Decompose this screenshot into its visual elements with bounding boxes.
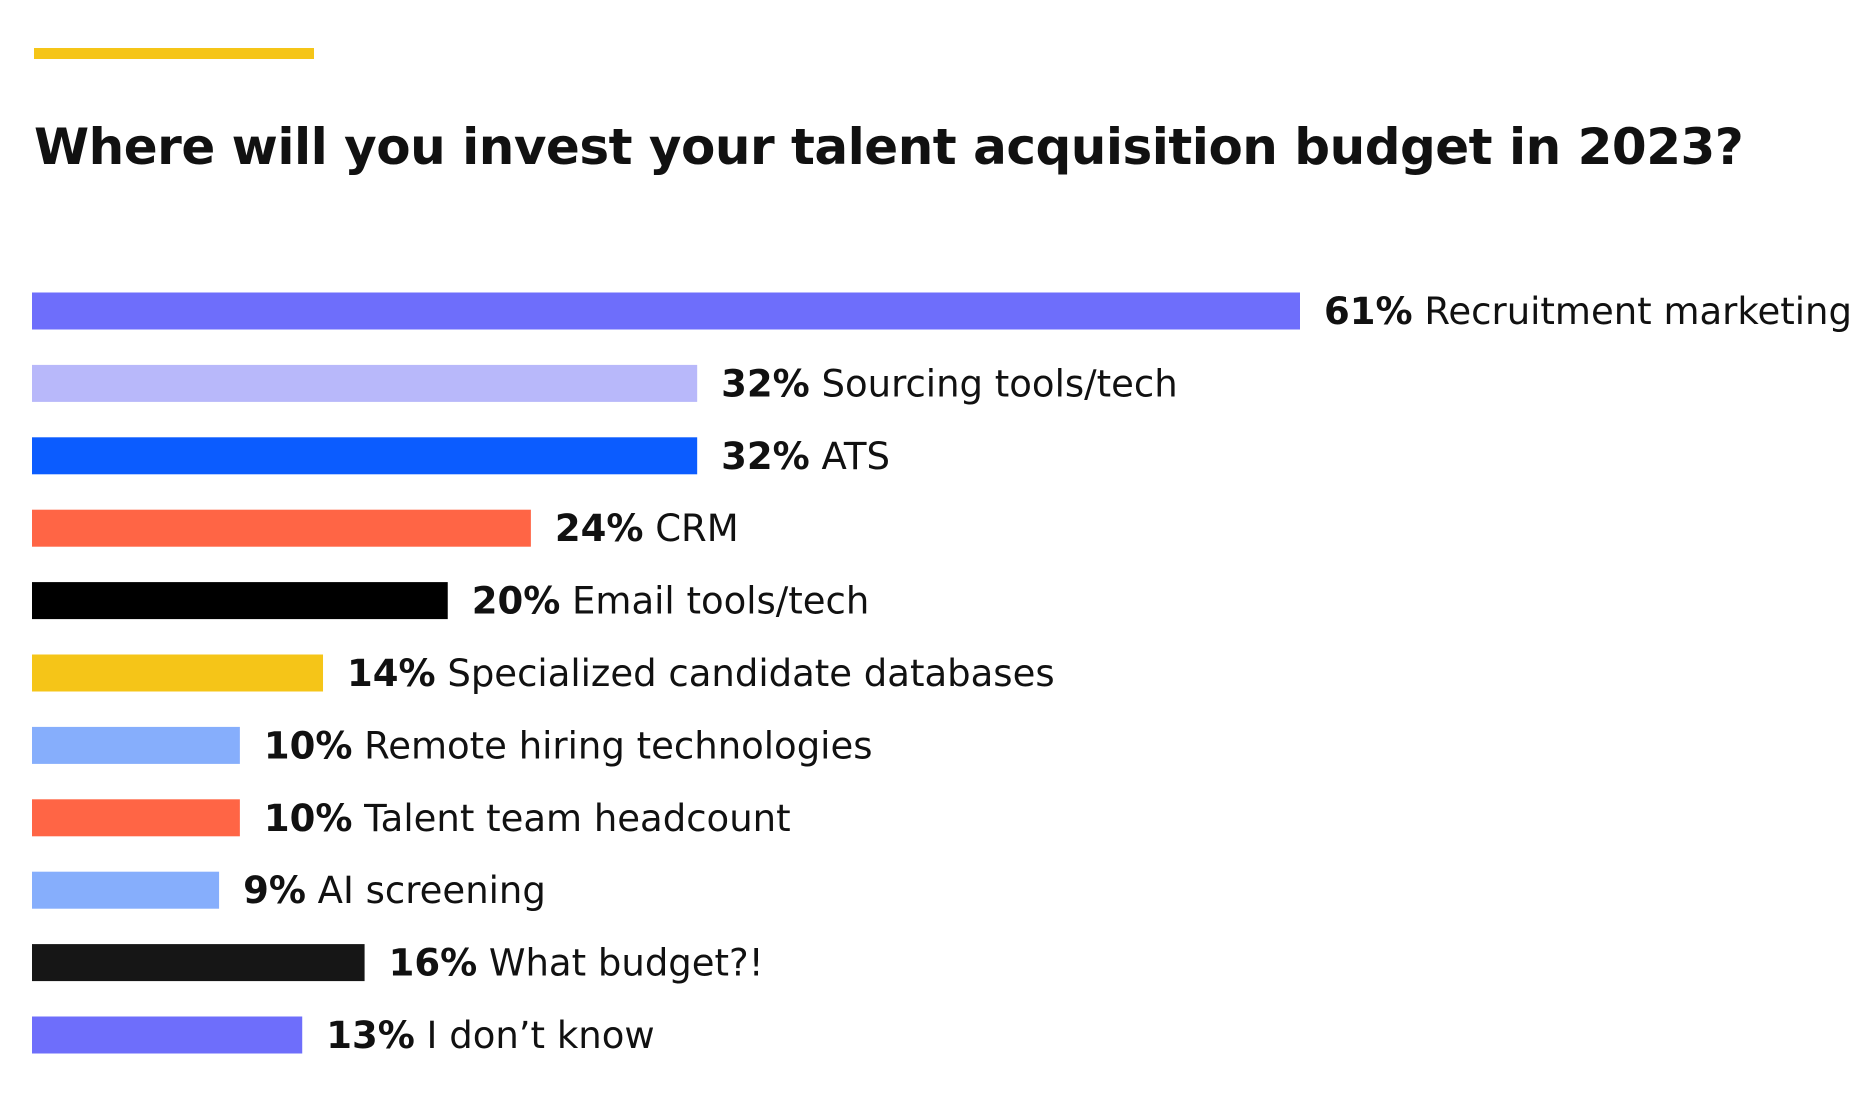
bar-2 [32,437,698,475]
bar-category-label: Recruitment marketing [1413,290,1852,333]
accent-rule [34,48,314,59]
bar-value-label: 24% [555,507,644,550]
bar-label-3: 24% CRM [555,507,739,550]
bar-label-8: 9% AI screening [243,869,546,912]
bar-4 [32,582,448,620]
bar-8 [32,871,220,909]
bar-value-label: 20% [472,580,561,623]
bar-label-2: 32% ATS [721,435,890,478]
bar-label-9: 16% What budget?! [389,942,764,985]
bar-category-label: Sourcing tools/tech [810,362,1178,405]
bar-value-label: 10% [264,797,353,840]
bar-label-7: 10% Talent team headcount [264,797,791,840]
bar-label-10: 13% I don’t know [326,1014,654,1057]
bar-0 [32,292,1300,330]
bar-category-label: ATS [810,435,890,478]
bar-value-label: 9% [243,869,306,912]
bar-value-label: 32% [721,362,810,405]
bar-category-label: AI screening [306,869,546,912]
bar-category-label: Remote hiring technologies [352,724,872,767]
bar-5 [32,654,324,692]
bar-value-label: 10% [264,724,353,767]
chart-title: Where will you invest your talent acquis… [34,118,1744,176]
bar-6 [32,726,240,764]
bar-value-label: 16% [389,942,478,985]
bar-category-label: Email tools/tech [560,580,869,623]
bar-1 [32,364,698,402]
bar-label-6: 10% Remote hiring technologies [264,724,873,767]
bar-value-label: 32% [721,435,810,478]
bar-category-label: I don’t know [415,1014,655,1057]
bar-10 [32,1016,303,1054]
bar-category-label: What budget?! [477,942,763,985]
bar-value-label: 13% [326,1014,415,1057]
bar-label-4: 20% Email tools/tech [472,580,870,623]
bar-label-0: 61% Recruitment marketing [1324,290,1852,333]
bar-category-label: Specialized candidate databases [436,652,1055,695]
bar-value-label: 14% [347,652,436,695]
bar-label-5: 14% Specialized candidate databases [347,652,1055,695]
bar-label-1: 32% Sourcing tools/tech [721,362,1178,405]
bar-category-label: CRM [643,507,738,550]
bar-category-label: Talent team headcount [352,797,790,840]
bar-value-label: 61% [1324,290,1413,333]
bar-7 [32,799,240,837]
bar-3 [32,509,531,547]
bar-9 [32,944,365,982]
